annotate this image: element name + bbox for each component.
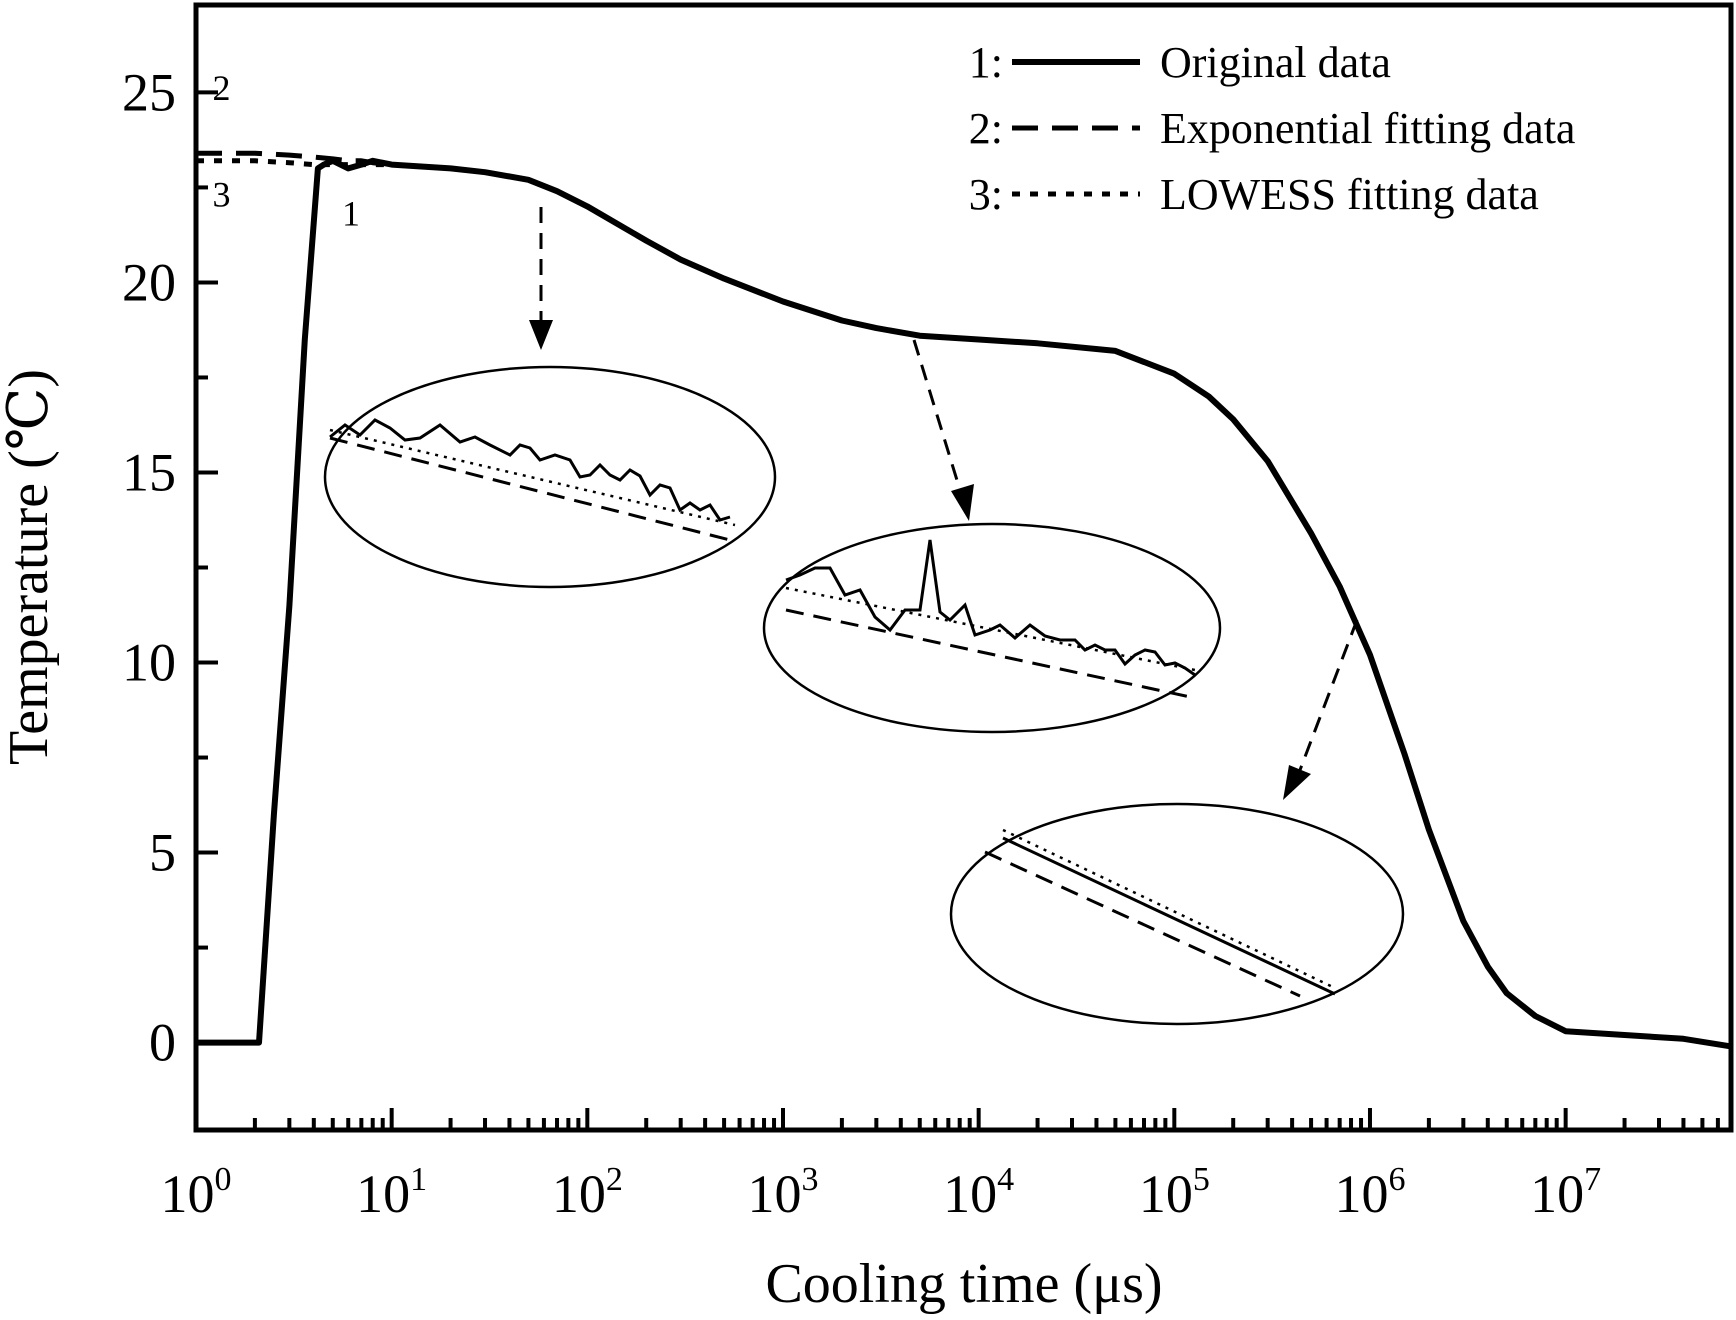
zoom-arrow-2-line xyxy=(912,339,962,491)
x-tick-label: 101 xyxy=(356,1161,427,1224)
zoom-2-lowess xyxy=(785,586,1196,672)
zoom-ellipse-3 xyxy=(949,802,1405,1026)
zoom-ellipse-2 xyxy=(762,522,1222,734)
y-tick-label: 5 xyxy=(149,823,176,883)
y-tick-label: 25 xyxy=(122,62,176,122)
legend: 1: Original data 2: Exponential fitting dat… xyxy=(969,38,1576,219)
curve-label-3: 3 xyxy=(213,174,231,214)
y-axis-title: Temperature (℃) xyxy=(0,369,60,765)
series-layer xyxy=(196,150,1732,1050)
zoom-inset-early xyxy=(323,207,777,589)
y-tick-label: 15 xyxy=(122,442,176,502)
zoom-inset-mid xyxy=(762,339,1222,734)
x-tick-label: 102 xyxy=(552,1161,623,1224)
zoom-arrow-1-head xyxy=(529,320,553,350)
zoom-arrow-3-head xyxy=(1283,765,1311,800)
legend-index: 2: xyxy=(969,104,1003,153)
x-axis-ticks xyxy=(252,1108,1733,1130)
zoom-inset-decline xyxy=(949,619,1405,1026)
y-tick-label: 0 xyxy=(149,1013,176,1073)
y-axis-tick-labels: 0 5 10 15 20 25 xyxy=(122,62,176,1072)
zoom-arrow-3-line xyxy=(1298,619,1359,771)
y-tick-label: 10 xyxy=(122,633,176,693)
zoom-3-lowess xyxy=(1002,828,1336,990)
y-axis-ticks xyxy=(196,90,218,1045)
series-3-line xyxy=(196,158,1732,1049)
zoom-3-original xyxy=(1002,836,1336,996)
zoom-1-exponential xyxy=(329,436,731,542)
legend-label: Original data xyxy=(1160,38,1391,87)
curve-label-2: 2 xyxy=(213,68,231,108)
x-axis-title: Cooling time (μs) xyxy=(765,1253,1162,1315)
legend-label: Exponential fitting data xyxy=(1160,104,1575,153)
x-axis-tick-labels: 100 101 102 103 104 105 106 107 xyxy=(161,1161,1602,1224)
x-tick-label: 107 xyxy=(1530,1161,1601,1224)
zoom-arrow-2-head xyxy=(951,484,974,521)
y-tick-label: 20 xyxy=(122,252,176,312)
zoom-1-original xyxy=(329,418,731,522)
x-tick-label: 105 xyxy=(1139,1161,1210,1224)
x-tick-label: 103 xyxy=(747,1161,818,1224)
x-tick-label: 100 xyxy=(161,1161,232,1224)
series-1-line xyxy=(196,157,1732,1050)
x-tick-label: 106 xyxy=(1334,1161,1405,1224)
legend-label: LOWESS fitting data xyxy=(1160,170,1539,219)
legend-index: 3: xyxy=(969,170,1003,219)
series-2-line xyxy=(196,150,1732,1049)
legend-index: 1: xyxy=(969,38,1003,87)
x-tick-label: 104 xyxy=(943,1161,1014,1224)
zoom-ellipse-1 xyxy=(323,365,777,589)
curve-labels: 2 3 1 xyxy=(213,68,361,233)
curve-label-1: 1 xyxy=(342,193,360,233)
zoom-3-exponential xyxy=(984,850,1301,998)
zoom-2-exponential xyxy=(785,608,1196,700)
zoom-1-lowess xyxy=(329,428,736,527)
